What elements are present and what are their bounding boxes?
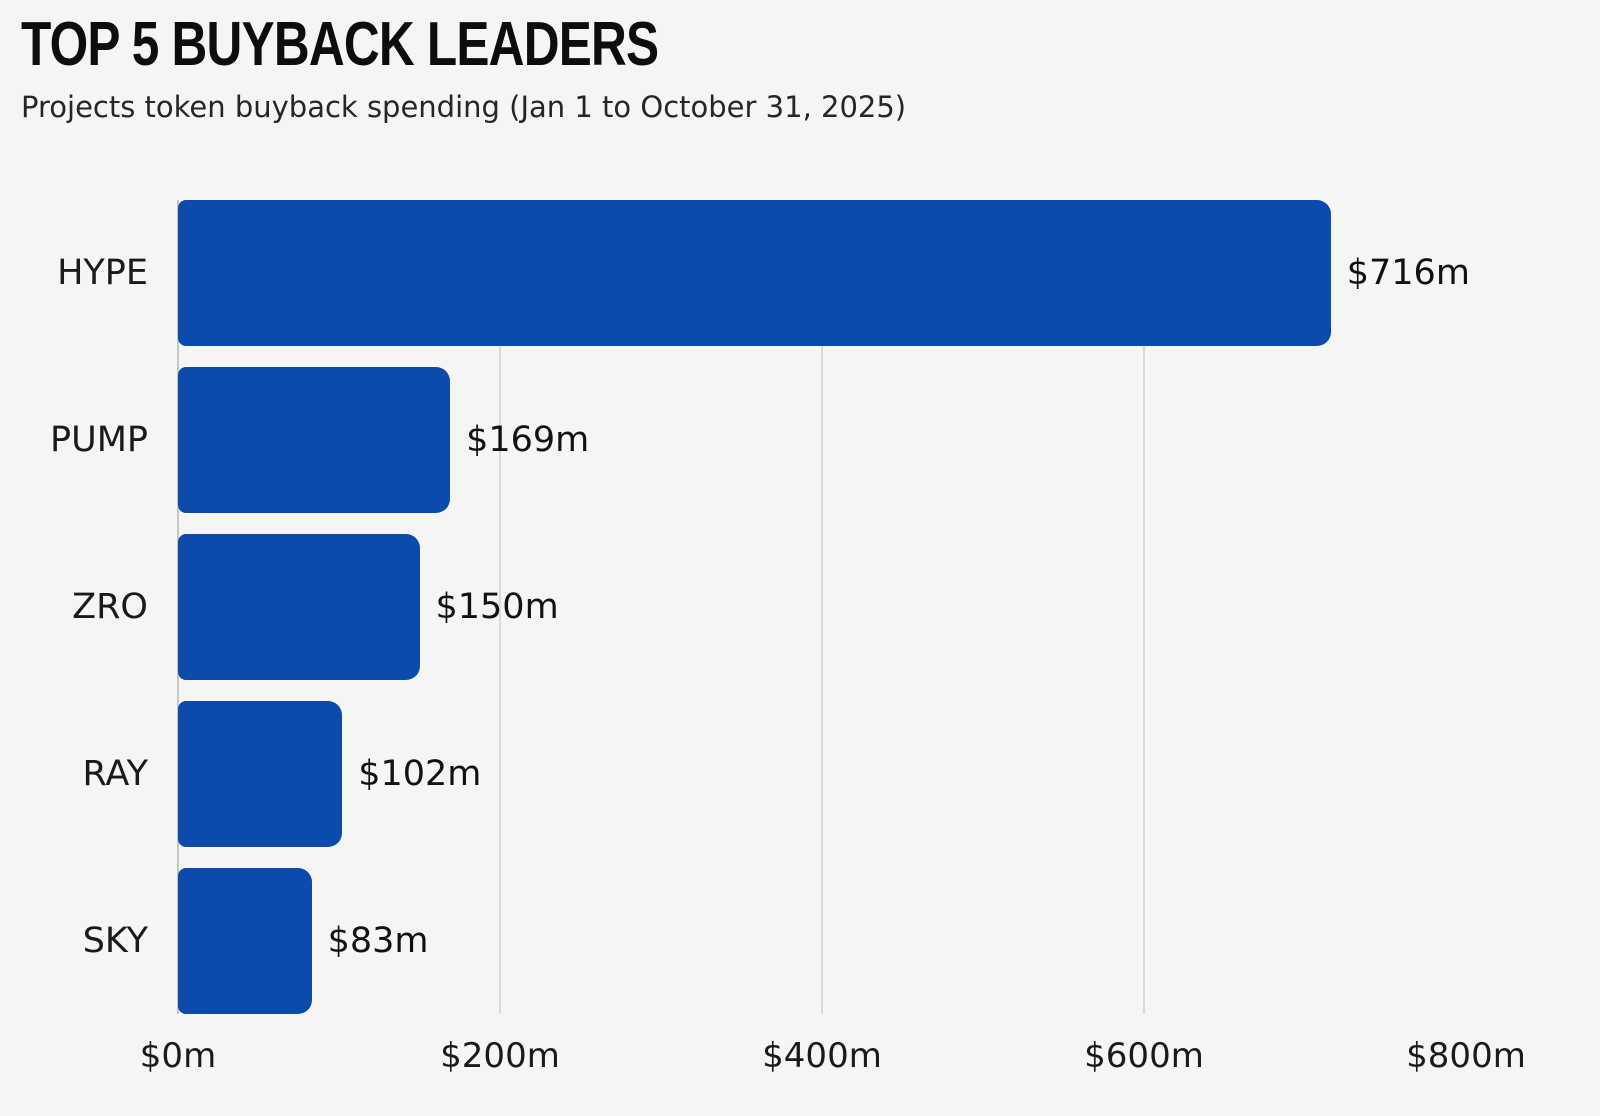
x-tick-label: $800m — [1406, 1036, 1526, 1076]
bar-row-ray: RAY $102m — [0, 701, 1600, 847]
x-tick-label: $400m — [762, 1036, 882, 1076]
chart-header: TOP 5 BUYBACK LEADERS Projects token buy… — [21, 14, 906, 125]
bar-row-sky: SKY $83m — [0, 868, 1600, 1014]
category-label: RAY — [82, 754, 148, 794]
category-label: PUMP — [49, 420, 148, 460]
gridline — [821, 200, 823, 1014]
category-label: HYPE — [57, 253, 148, 293]
x-tick-label: $0m — [139, 1036, 217, 1076]
bar-row-hype: HYPE $716m — [0, 200, 1600, 346]
chart-subtitle: Projects token buyback spending (Jan 1 t… — [21, 90, 907, 124]
bar-track: $169m — [178, 367, 1466, 513]
bar-row-zro: ZRO $150m — [0, 534, 1600, 680]
value-label: $83m — [327, 921, 429, 961]
bar-track: $150m — [178, 534, 1466, 680]
x-tick-label: $200m — [440, 1036, 560, 1076]
value-label: $150m — [435, 587, 559, 627]
gridline — [499, 200, 501, 1014]
category-label: SKY — [82, 921, 148, 961]
gridline — [1143, 200, 1145, 1014]
x-tick-label: $600m — [1084, 1036, 1204, 1076]
x-axis: $0m $200m $400m $600m $800m — [140, 1036, 1526, 1086]
bar-track: $83m — [178, 868, 1466, 1014]
bar — [178, 868, 312, 1014]
category-label: ZRO — [72, 587, 148, 627]
bar-track: $716m — [178, 200, 1470, 346]
bar-chart: HYPE $716m PUMP $169m ZRO $150m RAY $102m SKY $83… — [0, 200, 1600, 1014]
bar — [178, 534, 420, 680]
bar-row-pump: PUMP $169m — [0, 367, 1600, 513]
chart-title: TOP 5 BUYBACK LEADERS — [21, 10, 659, 79]
value-label: $102m — [358, 754, 482, 794]
value-label: $716m — [1346, 253, 1470, 293]
bar — [178, 701, 343, 847]
bar-track: $102m — [178, 701, 1466, 847]
bar — [178, 367, 451, 513]
bar — [178, 200, 1331, 346]
value-label: $169m — [466, 420, 590, 460]
